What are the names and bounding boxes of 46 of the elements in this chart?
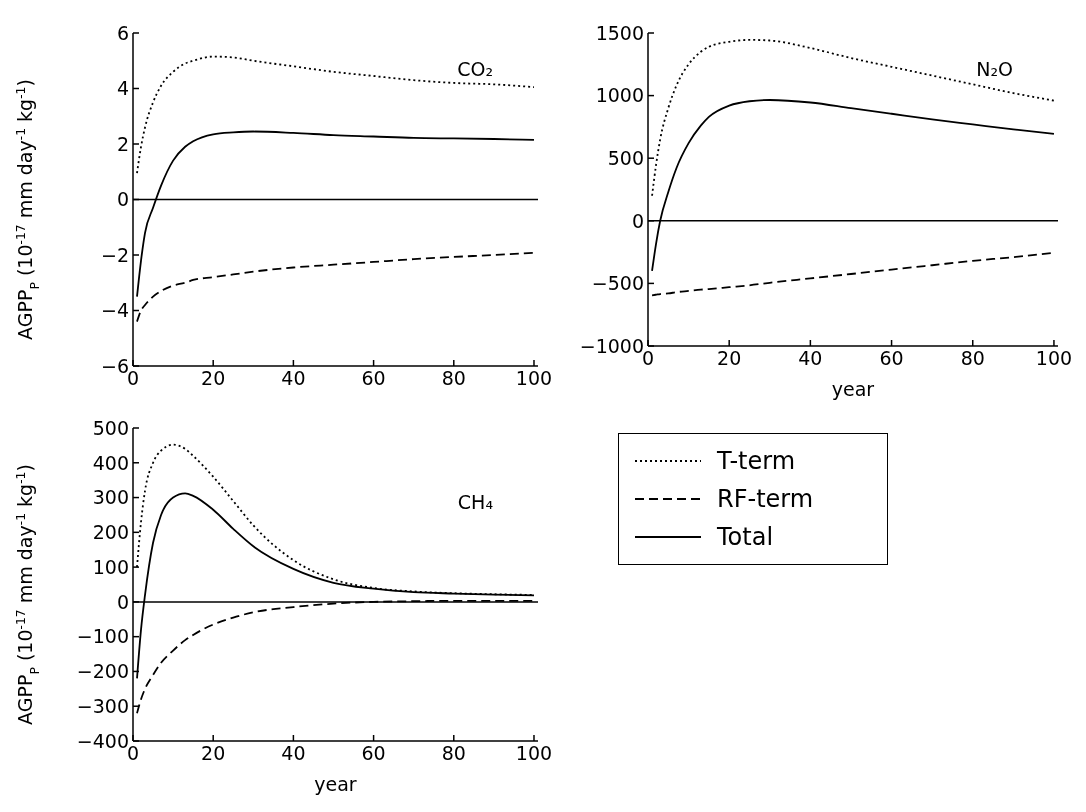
y-tick-label: 500 (92, 416, 129, 439)
x-tick-label: 40 (281, 742, 306, 765)
x-tick-label: 20 (717, 347, 742, 370)
x-tick-label: 80 (960, 347, 985, 370)
y-tick-label: 6 (116, 21, 129, 44)
x-tick-label: 60 (879, 347, 904, 370)
x-tick-label: 60 (361, 742, 386, 765)
y-tick-label: 400 (92, 451, 129, 474)
y-tick-label: 0 (631, 209, 644, 232)
x-tick-label: 40 (281, 367, 306, 390)
x-axis-title: year (831, 378, 875, 400)
y-tick-label: −400 (76, 729, 129, 752)
x-axis-title: year (314, 773, 357, 795)
annotation: N₂O (976, 58, 1013, 80)
x-tick-label: 100 (1035, 347, 1073, 370)
y-tick-label: 1500 (595, 21, 644, 44)
y-tick-label: 100 (92, 555, 129, 578)
x-tick-label: 40 (798, 347, 823, 370)
y-tick-label: −500 (591, 272, 644, 295)
legend-label: RF-term (717, 485, 814, 513)
y-tick-label: 500 (607, 146, 644, 169)
annotation: CO₂ (457, 58, 493, 80)
x-tick-label: 100 (515, 742, 553, 765)
y-tick-label: −100 (76, 625, 129, 648)
y-tick-label: 0 (116, 188, 129, 211)
legend-label: T-term (717, 447, 796, 475)
y-tick-label: −4 (100, 299, 129, 322)
y-tick-label: 200 (92, 521, 129, 544)
annotation: CH₄ (457, 491, 493, 513)
y-tick-label: 2 (116, 132, 129, 155)
y-tick-label: −1000 (579, 334, 644, 357)
y-tick-label: −300 (76, 694, 129, 717)
x-tick-label: 80 (441, 742, 466, 765)
y-tick-label: 300 (92, 486, 129, 509)
x-tick-label: 60 (361, 367, 386, 390)
y-tick-label: −6 (100, 354, 129, 377)
x-tick-label: 100 (515, 367, 553, 390)
y-tick-label: 4 (116, 77, 129, 100)
x-tick-label: 20 (201, 367, 226, 390)
legend-label: Total (717, 523, 774, 551)
y-tick-label: 0 (116, 590, 129, 613)
y-tick-label: 1000 (595, 84, 644, 107)
x-tick-label: 20 (201, 742, 226, 765)
y-tick-label: −200 (76, 660, 129, 683)
y-tick-label: −2 (100, 243, 129, 266)
x-tick-label: 80 (441, 367, 466, 390)
